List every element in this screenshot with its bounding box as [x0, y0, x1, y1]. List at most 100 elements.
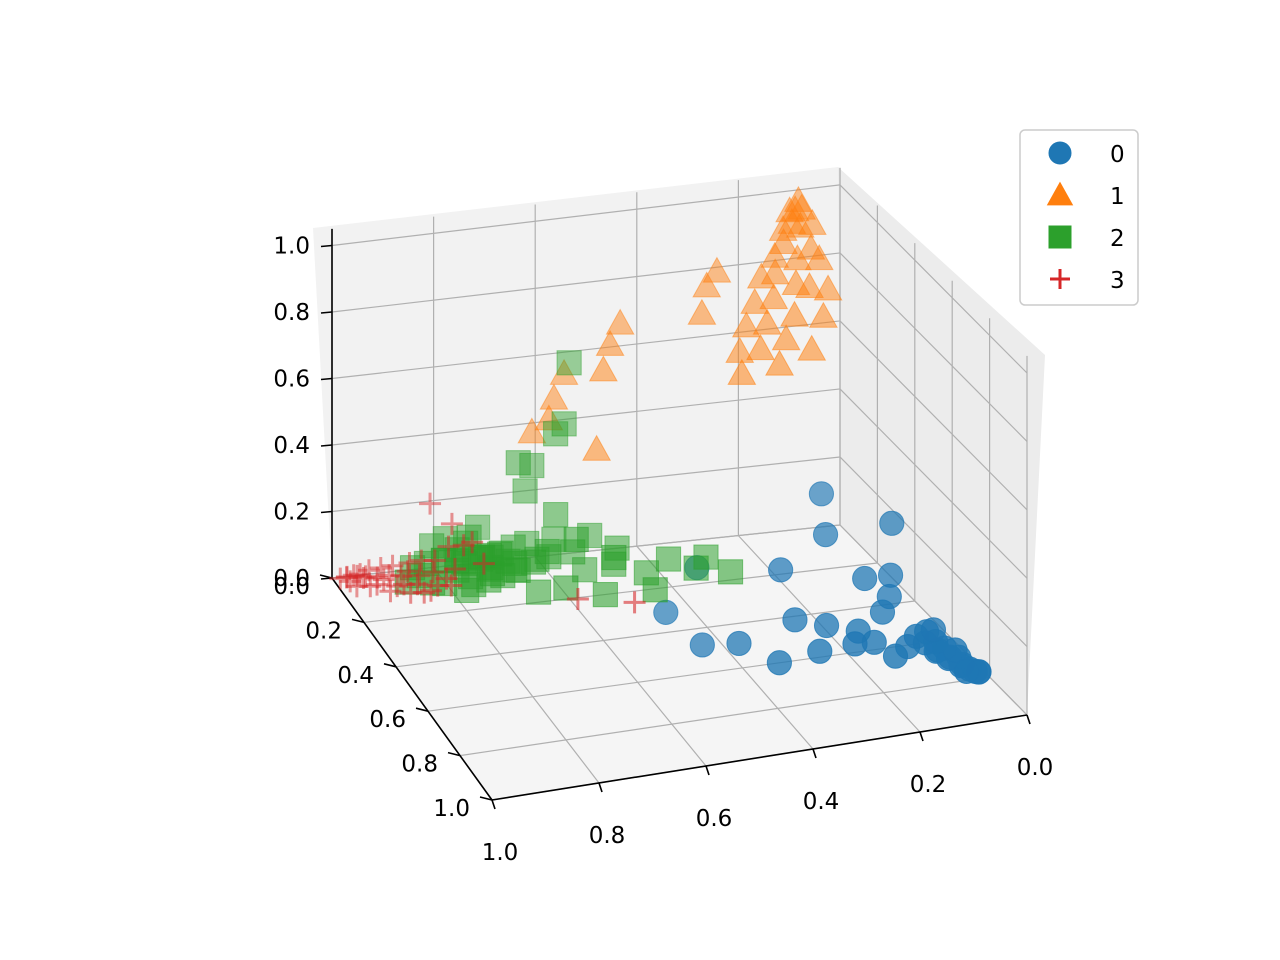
point-series-1: [759, 283, 789, 310]
point-series-3: [354, 565, 377, 588]
x-axis-line: [491, 714, 1028, 801]
point-series-0: [879, 510, 905, 536]
point-series-1: [796, 233, 826, 260]
point-series-1: [785, 211, 815, 238]
point-series-3: [423, 549, 446, 572]
point-series-3: [345, 575, 368, 598]
y-tick-mark: [415, 707, 429, 712]
grid-back-z-4: [331, 252, 841, 313]
x-tick-mark: [919, 731, 924, 742]
point-series-0: [813, 612, 840, 639]
point-series-2: [717, 559, 744, 585]
point-series-0: [782, 607, 808, 633]
point-series-1: [731, 311, 761, 338]
grid-back-z-2: [331, 388, 841, 446]
point-series-1: [780, 300, 810, 327]
y-tick-label: 0.2: [305, 618, 342, 644]
axes-panes: [313, 167, 1045, 800]
point-series-1: [549, 358, 579, 385]
y-tick-label: 0.6: [369, 707, 406, 733]
data-points: [329, 185, 992, 685]
grid-back-z-1: [331, 456, 841, 513]
x-tick-label: 0.8: [589, 823, 626, 849]
point-series-2: [464, 514, 491, 540]
point-series-0: [766, 650, 792, 676]
point-series-2: [505, 450, 531, 476]
legend: 0 1 2 3: [1019, 129, 1139, 306]
x-tick-label: 0.4: [803, 789, 840, 815]
legend-label-3: 3: [1110, 268, 1125, 294]
z-tick-label: 0.6: [273, 367, 310, 393]
z-tick-mark: [320, 510, 333, 514]
point-series-2: [525, 579, 552, 605]
point-series-1: [794, 271, 824, 299]
y-tick-mark: [383, 663, 397, 668]
y-tick-label: 1.0: [433, 796, 470, 822]
legend-marker-1: [1046, 181, 1074, 206]
gridlines: [331, 167, 1028, 801]
point-series-2: [556, 350, 582, 376]
point-series-1: [783, 185, 813, 212]
point-series-3: [623, 591, 646, 614]
point-series-2: [512, 478, 538, 504]
point-series-3: [472, 552, 495, 575]
series-3: [329, 492, 646, 614]
point-series-0: [808, 481, 835, 507]
point-series-3: [461, 531, 484, 554]
point-series-1: [760, 241, 790, 268]
y-tick-label: 0.4: [337, 663, 374, 689]
y-tick-label: 0.0: [273, 574, 310, 600]
point-series-2: [419, 533, 445, 559]
point-series-0: [812, 522, 839, 548]
y-tick-mark: [351, 618, 365, 624]
point-series-3: [329, 567, 352, 590]
point-series-1: [595, 329, 625, 356]
z-tick-label: 1.0: [273, 234, 310, 260]
point-series-1: [534, 404, 564, 431]
legend-frame: [1019, 129, 1139, 306]
point-series-3: [372, 568, 395, 591]
legend-marker-0: [1048, 141, 1072, 165]
point-series-3: [335, 565, 358, 588]
grid-side-z-1: [839, 456, 1028, 648]
y-tick-mark: [447, 751, 461, 757]
y-axis-line: [331, 577, 493, 801]
point-series-1: [588, 355, 618, 382]
point-series-2: [534, 538, 560, 565]
x-tick-mark: [598, 782, 603, 793]
point-series-1: [775, 196, 805, 223]
back-pane: [313, 167, 840, 578]
x-tick-label: 0.2: [910, 772, 947, 798]
point-series-3: [349, 563, 372, 586]
z-tick-mark: [320, 444, 333, 447]
point-series-3: [421, 561, 444, 584]
point-series-2: [592, 582, 618, 608]
x-tick-mark: [812, 748, 817, 759]
point-series-3: [396, 560, 419, 583]
z-tick-mark: [320, 311, 333, 314]
point-series-0: [842, 631, 868, 657]
grid-side-z-5: [839, 184, 1028, 374]
point-series-3: [335, 566, 358, 589]
point-series-1: [746, 262, 776, 289]
z-tick-label: 0.2: [273, 500, 310, 526]
z-tick-mark: [320, 577, 333, 580]
grid-floor-x-4: [433, 567, 600, 784]
point-series-3: [566, 587, 589, 610]
point-series-1: [780, 195, 810, 222]
point-series-3: [342, 564, 365, 587]
point-series-0: [768, 557, 794, 583]
point-series-0: [877, 562, 904, 588]
point-series-0: [882, 643, 909, 669]
point-series-0: [807, 638, 833, 664]
point-series-3: [443, 557, 466, 580]
point-series-1: [517, 417, 547, 444]
point-series-1: [687, 298, 717, 325]
series-0: [653, 481, 992, 685]
y-tick-mark: [479, 796, 493, 801]
point-series-0: [920, 617, 947, 643]
point-series-3: [352, 566, 375, 589]
point-series-1: [797, 208, 827, 235]
point-series-2: [502, 550, 528, 576]
axis-tick-labels: 0.0 0.2 0.4 0.6 0.8 1.0 0.0 0.2 0.4 0.6 0.8 1.0 0.0 0…: [273, 234, 1053, 867]
